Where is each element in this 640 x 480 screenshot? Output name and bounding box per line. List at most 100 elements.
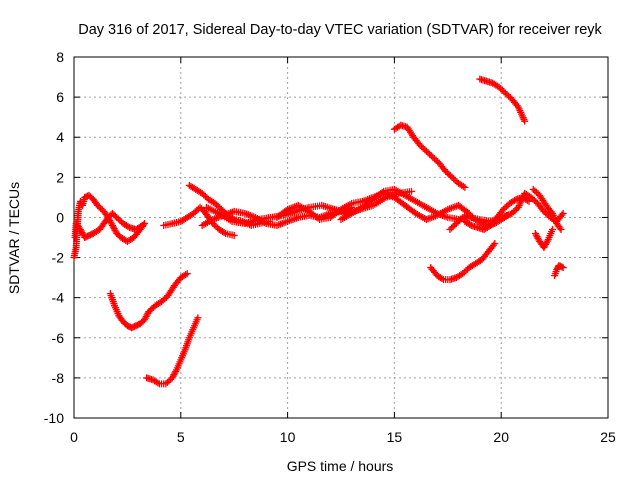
data-point [495,83,503,91]
data-point [161,295,169,303]
y-tick-label: 8 [56,49,64,65]
data-point [201,192,209,200]
data-point [452,219,460,227]
data-point [445,170,453,178]
data-point [424,149,432,157]
data-point [116,216,124,224]
data-point [230,231,238,239]
data-point [191,208,199,216]
x-tick-label: 5 [177,429,185,445]
axis-ticks: 0 5 10 15 20 25 -10 -8 -6 -4 -2 0 2 4 6 8 [44,49,616,445]
series-arc-deep-low [143,314,202,388]
x-tick-label: 20 [493,429,509,445]
data-point [211,199,219,207]
data-point [165,377,173,385]
data-point [466,220,474,228]
data-point [159,296,167,304]
data-point [93,201,101,209]
data-point [194,314,202,322]
grid-lines [74,57,608,418]
data-point [210,221,218,229]
x-tick-label: 25 [600,429,616,445]
data-point [501,89,509,97]
data-point [212,222,220,230]
data-point [213,201,221,209]
x-tick-label: 10 [280,429,296,445]
x-tick-label: 15 [387,429,403,445]
data-point [548,225,556,233]
y-tick-label: 4 [56,129,64,145]
data-point [504,211,512,219]
data-point [450,175,458,183]
data-point [476,218,484,226]
series-arc-top-right [476,75,529,125]
data-point [97,204,105,212]
plot-frame [73,56,609,419]
data-point [432,156,440,164]
data-point [542,209,550,217]
y-tick-label: -10 [44,410,64,426]
data-point [459,270,467,278]
y-tick-label: 2 [56,169,64,185]
data-point [146,306,154,314]
data-point [499,205,507,213]
data-point [200,191,208,199]
data-point [88,230,96,238]
data-point [183,270,191,278]
data-point [529,195,537,203]
data-point [529,185,537,193]
data-point [429,153,437,161]
data-point [214,202,222,210]
data-point [508,209,516,217]
data-point [558,211,566,219]
series-arc-far-right2 [529,185,565,233]
data-point [421,146,429,154]
data-point [448,173,456,181]
data-point [145,308,153,316]
data-point [505,92,513,100]
data-point [193,206,201,214]
data-point [543,210,551,218]
y-axis-label: SDTVAR / TECUs [6,182,22,294]
series-arc-far-right3 [531,225,556,252]
data-point [462,267,470,275]
series-arc-late-low [427,240,499,284]
data-point [497,85,505,93]
data-point [456,216,464,224]
data-point [172,367,180,375]
data-point [498,86,506,94]
data-point [442,167,450,175]
data-point [407,187,415,195]
data-point [190,209,198,217]
data-point [378,189,386,197]
data-point [503,91,511,99]
data-point [162,380,170,388]
data-marks [70,75,567,388]
series-arc-low-u [106,270,191,332]
data-point [557,225,565,233]
series-arc-end-low [551,262,567,280]
series-arc-start-mid [71,209,146,241]
data-point [547,208,555,216]
data-point [559,209,567,217]
data-point [532,188,540,196]
y-tick-label: 6 [56,89,64,105]
data-point [163,378,171,386]
data-point [543,237,551,245]
data-point [558,263,566,271]
data-point [416,141,424,149]
chart-title: Day 316 of 2017, Sidereal Day-to-day VTE… [78,22,602,38]
data-point [491,240,499,248]
data-point [556,224,564,232]
data-point [454,218,462,226]
data-point [124,222,132,230]
series-arc-decline-high [390,121,469,191]
data-point [449,222,457,230]
data-point [511,196,519,204]
data-point [461,183,469,191]
data-point [540,207,548,215]
data-point [460,268,468,276]
data-point [182,271,190,279]
data-point [419,144,427,152]
data-point [511,206,519,214]
